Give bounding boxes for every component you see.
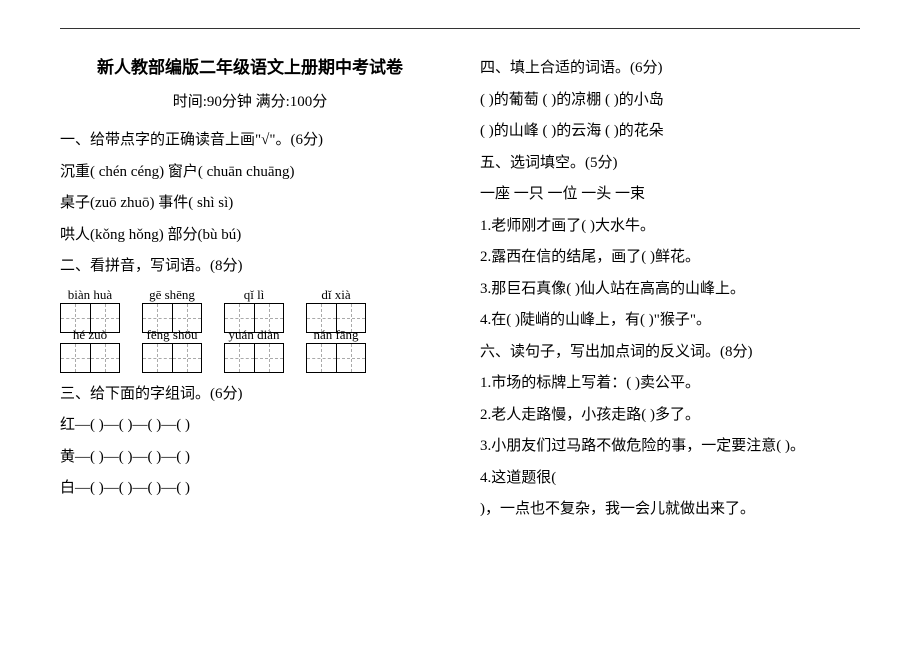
q1-line-a: 沉重( chén céng) 窗户( chuān chuāng)	[60, 157, 440, 189]
q5-item-3: 3.那巨石真像( )仙人站在高高的山峰上。	[480, 274, 860, 306]
pinyin-1-2: gē shēng	[142, 287, 202, 303]
q3-heading: 三、给下面的字组词。(6分)	[60, 379, 440, 411]
q6-item-1: 1.市场的标牌上写着：( )卖公平。	[480, 368, 860, 400]
tianzi-box	[60, 343, 120, 373]
tianzi-box	[306, 303, 366, 333]
q5-item-4: 4.在( )陡峭的山峰上，有( )"猴子"。	[480, 305, 860, 337]
q1-line-b: 桌子(zuō zhuō) 事件( shì sì)	[60, 188, 440, 220]
pinyin-1-1: biàn huà	[60, 287, 120, 303]
q6-item-3: 3.小朋友们过马路不做危险的事，一定要注意( )。	[480, 431, 860, 463]
q6-item-4b: )，一点也不复杂，我一会儿就做出来了。	[480, 494, 860, 526]
q6-item-4a: 4.这道题很(	[480, 463, 860, 495]
tianzi-box	[224, 343, 284, 373]
q5-item-1: 1.老师刚才画了( )大水牛。	[480, 211, 860, 243]
q1-heading: 一、给带点字的正确读音上画"√"。(6分)	[60, 125, 440, 157]
tianzi-box	[306, 343, 366, 373]
top-rule	[60, 28, 860, 29]
pinyin-1-4: dǐ xià	[306, 287, 366, 303]
q4-heading: 四、填上合适的词语。(6分)	[480, 53, 860, 85]
tianzi-box	[224, 303, 284, 333]
q1-line-c: 哄人(kǒng hǒng) 部分(bù bú)	[60, 220, 440, 252]
pinyin-1-3: qǐ lì	[224, 287, 284, 303]
q4-line-b: ( )的山峰 ( )的云海 ( )的花朵	[480, 116, 860, 148]
two-column-layout: 新人教部编版二年级语文上册期中考试卷 时间:90分钟 满分:100分 一、给带点…	[60, 53, 860, 526]
exam-subtitle: 时间:90分钟 满分:100分	[60, 90, 440, 111]
exam-title: 新人教部编版二年级语文上册期中考试卷	[60, 53, 440, 78]
q5-heading: 五、选词填空。(5分)	[480, 148, 860, 180]
pinyin-row-1: biàn huà gē shēng qǐ lì dǐ xià	[60, 287, 440, 303]
q5-item-2: 2.露西在信的结尾，画了( )鲜花。	[480, 242, 860, 274]
q5-options: 一座 一只 一位 一头 一束	[480, 179, 860, 211]
q4-line-a: ( )的葡萄 ( )的凉棚 ( )的小岛	[480, 85, 860, 117]
right-column: 四、填上合适的词语。(6分) ( )的葡萄 ( )的凉棚 ( )的小岛 ( )的…	[480, 53, 860, 526]
tianzi-box	[142, 303, 202, 333]
q6-item-2: 2.老人走路慢，小孩走路( )多了。	[480, 400, 860, 432]
tianzi-box	[142, 343, 202, 373]
q3-line-b: 黄—( )—( )—( )—( )	[60, 442, 440, 474]
tianzi-row-2	[60, 343, 440, 373]
q2-heading: 二、看拼音，写词语。(8分)	[60, 251, 440, 283]
q3-line-a: 红—( )—( )—( )—( )	[60, 410, 440, 442]
q3-line-c: 白—( )—( )—( )—( )	[60, 473, 440, 505]
tianzi-box	[60, 303, 120, 333]
left-column: 新人教部编版二年级语文上册期中考试卷 时间:90分钟 满分:100分 一、给带点…	[60, 53, 440, 526]
q6-heading: 六、读句子，写出加点词的反义词。(8分)	[480, 337, 860, 369]
